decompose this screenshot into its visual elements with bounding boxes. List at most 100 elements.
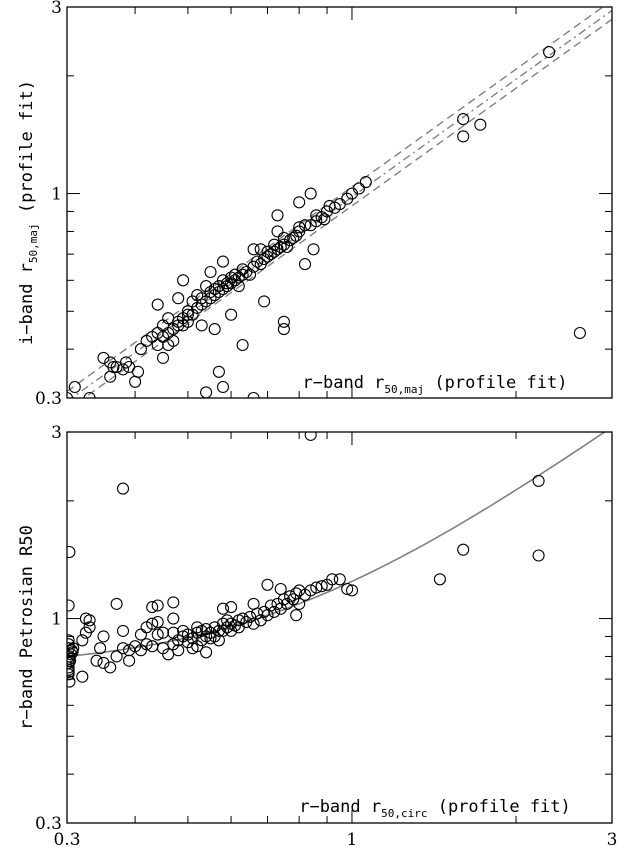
bottom-data-point xyxy=(341,582,354,596)
bottom-data-point xyxy=(216,602,230,615)
bottom-data-point xyxy=(76,670,89,683)
top-data-point xyxy=(310,209,323,222)
bottom-data-point xyxy=(162,648,175,661)
bottom-data-point xyxy=(67,642,75,655)
top-data-point xyxy=(225,308,238,321)
top-y-axis-label-subscript: 50,maj xyxy=(27,223,40,263)
bottom-axes-frame xyxy=(66,431,613,824)
top-y-axis-label: i−band r50,maj (profile fit) xyxy=(17,80,40,345)
bottom-data-point xyxy=(97,630,110,643)
bottom-data-point xyxy=(216,617,230,630)
top-data-point xyxy=(274,240,287,254)
top-data-point xyxy=(573,326,586,340)
bottom-data-point xyxy=(151,615,164,629)
top-data-point xyxy=(271,225,284,238)
top-data-point xyxy=(181,315,194,328)
top-data-point xyxy=(232,280,245,293)
bottom-data-point xyxy=(90,654,103,667)
bottom-y-tick-label: 0.3 xyxy=(35,814,62,834)
top-data-point xyxy=(129,375,142,388)
bottom-data-point xyxy=(123,644,136,657)
top-panel: 0.313 r−band r50,maj (profile fit) i−ban… xyxy=(17,0,613,409)
bottom-data-point xyxy=(304,584,317,597)
top-data-point xyxy=(277,323,290,336)
top-data-point xyxy=(280,240,294,254)
top-data-point xyxy=(68,380,81,394)
top-data-point xyxy=(204,265,217,279)
bottom-model-curve xyxy=(67,432,607,658)
top-data-point xyxy=(293,196,306,209)
bottom-data-point xyxy=(110,650,123,663)
top-data-point xyxy=(247,391,260,398)
top-data-point xyxy=(156,319,170,332)
top-data-point xyxy=(298,219,312,232)
top-data-point xyxy=(162,338,175,352)
bottom-data-point xyxy=(76,634,89,647)
top-data-point xyxy=(208,323,221,336)
top-data-point xyxy=(225,277,238,290)
bottom-data-point xyxy=(67,675,76,688)
bottom-data-point xyxy=(268,605,281,618)
top-reference-line-dashed xyxy=(82,18,612,398)
top-data-point xyxy=(97,351,110,364)
bottom-y-axis-label: r−band Petrosian R50 xyxy=(17,525,37,730)
bottom-data-point xyxy=(156,626,170,639)
bottom-y-tick-label: 3 xyxy=(51,423,62,443)
bottom-data-point xyxy=(293,597,306,610)
top-data-point xyxy=(151,298,164,311)
top-data-point xyxy=(212,365,225,378)
bottom-data-point xyxy=(146,617,159,630)
top-data-point xyxy=(156,351,170,364)
top-data-point xyxy=(293,221,306,234)
bottom-data-point xyxy=(274,582,287,596)
bottom-data-point xyxy=(167,596,180,609)
top-data-point xyxy=(104,370,117,383)
bottom-x-axis-label: r−band r50,circ (profile fit) xyxy=(299,797,571,820)
bottom-data-point xyxy=(345,584,359,597)
bottom-data-point xyxy=(212,624,225,637)
top-data-point xyxy=(236,338,249,352)
top-y-axis-label-suffix: (profile fit) xyxy=(17,80,37,223)
top-y-tick-label: 0.3 xyxy=(35,389,62,409)
top-data-point xyxy=(307,243,320,256)
bottom-data-point xyxy=(225,601,238,614)
top-data-point xyxy=(287,231,300,244)
bottom-data-point xyxy=(146,601,159,614)
bottom-data-point xyxy=(67,599,75,612)
bottom-data-point xyxy=(315,580,328,593)
top-data-point xyxy=(457,130,470,143)
bottom-data-point xyxy=(191,640,204,653)
bottom-data-point xyxy=(258,605,271,618)
bottom-data-point xyxy=(123,654,136,667)
top-data-point xyxy=(134,343,147,356)
bottom-data-point xyxy=(243,610,257,623)
bottom-data-point xyxy=(333,573,346,586)
top-data-point xyxy=(543,46,556,59)
bottom-data-point xyxy=(247,597,260,610)
top-data-point xyxy=(457,113,470,126)
top-data-point xyxy=(277,315,290,328)
top-data-point xyxy=(359,176,372,189)
top-y-tick-label: 3 xyxy=(51,0,62,18)
bottom-x-tick-label: 1 xyxy=(347,830,358,850)
bottom-data-point xyxy=(208,621,221,634)
top-data-point xyxy=(320,205,334,218)
bottom-x-tick-label: 0.3 xyxy=(53,830,80,850)
bottom-plot-contents xyxy=(67,432,607,688)
top-data-point xyxy=(131,365,145,378)
top-x-axis-label-subscript: 50,maj xyxy=(384,383,424,396)
top-data-point xyxy=(258,295,271,308)
bottom-data-point xyxy=(104,661,117,674)
top-y-axis-label-prefix: i−band r xyxy=(17,263,37,345)
bottom-data-point xyxy=(304,432,317,441)
top-data-point xyxy=(216,380,230,394)
bottom-data-point xyxy=(284,590,297,603)
top-data-point xyxy=(251,255,264,268)
bottom-data-point xyxy=(83,614,96,627)
top-data-point xyxy=(204,285,217,299)
top-data-point xyxy=(208,282,221,296)
top-data-point xyxy=(212,285,225,299)
bottom-data-point xyxy=(216,624,230,637)
bottom-data-point xyxy=(457,543,470,556)
